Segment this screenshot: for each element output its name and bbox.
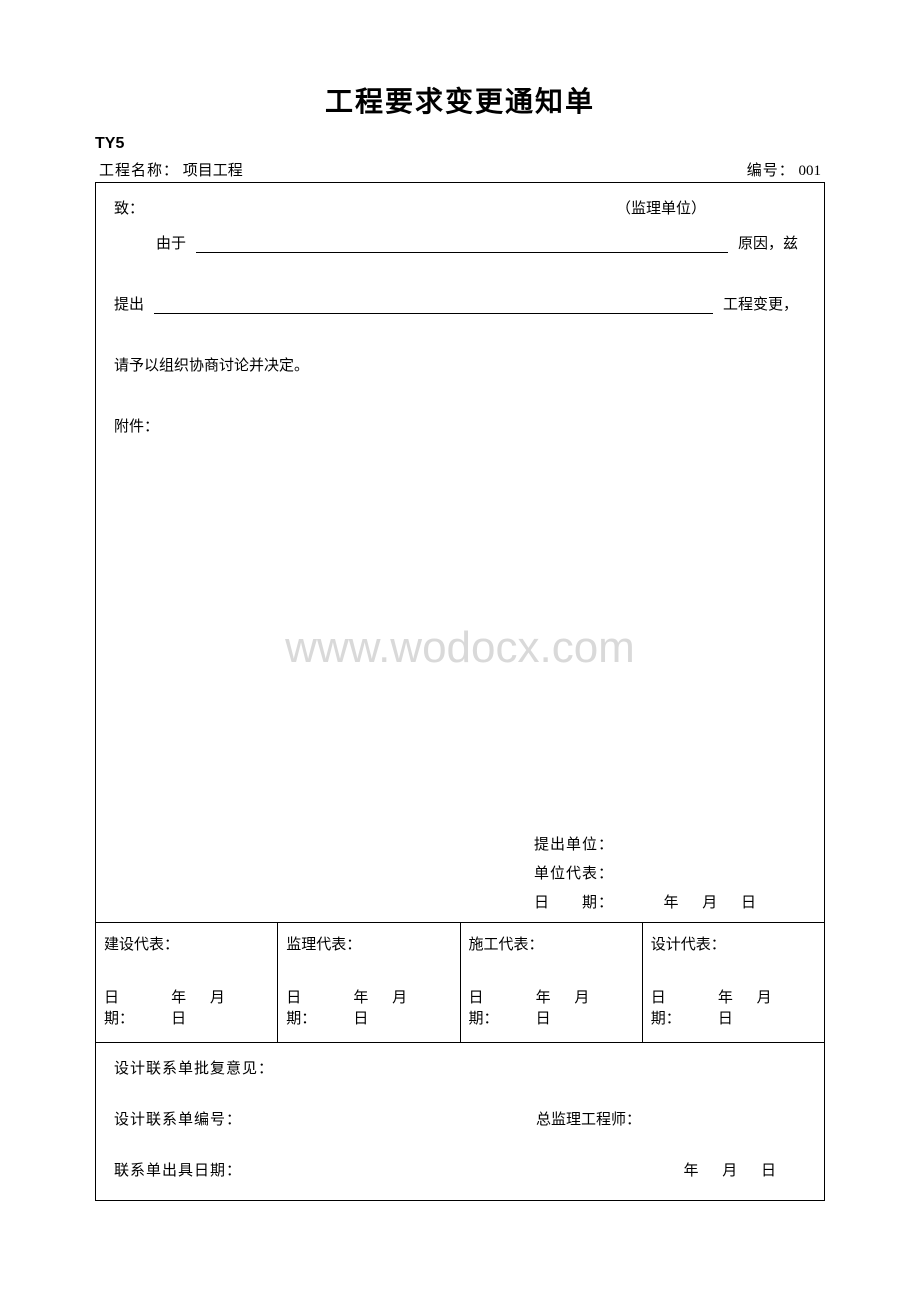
- issue-date-ymd: 年 月 日: [683, 1159, 786, 1180]
- submit-rep-row: 单位代表：: [114, 862, 806, 883]
- design-date-label: 日期：: [651, 986, 694, 1028]
- main-box: 致： （监理单位） 由于 原因，兹 提出 工程变更， 请予以组织协商讨论并决定。…: [95, 182, 825, 1201]
- project-name: 项目工程: [183, 163, 243, 179]
- construction-date: 日期： 年 月 日: [104, 986, 269, 1028]
- project-label: 工程名称：: [99, 163, 179, 179]
- sig-cell-supervision: 监理代表： 日期： 年 月 日: [278, 923, 460, 1042]
- reason-prefix: 由于: [156, 232, 186, 253]
- construction-date-ymd: 年 月 日: [171, 986, 269, 1028]
- contractor-date: 日期： 年 月 日: [469, 986, 634, 1028]
- sig-cell-construction: 建设代表： 日期： 年 月 日: [96, 923, 278, 1042]
- propose-line: 提出 工程变更，: [114, 293, 806, 314]
- supervision-date: 日期： 年 月 日: [286, 986, 451, 1028]
- submit-block: 提出单位： 单位代表： 日 期： 年 月 日: [114, 833, 806, 912]
- sig-cell-design: 设计代表： 日期： 年 月 日: [643, 923, 824, 1042]
- to-label: 致：: [114, 197, 144, 218]
- number-field: 编号： 001: [747, 159, 821, 180]
- submit-date-row: 日 期： 年 月 日: [114, 891, 806, 912]
- issue-date-row: 联系单出具日期： 年 月 日: [114, 1159, 806, 1180]
- attachment-label: 附件：: [114, 415, 806, 436]
- reason-input[interactable]: [196, 237, 728, 253]
- construction-rep-label: 建设代表：: [104, 933, 269, 954]
- form-code: TY5: [95, 135, 825, 153]
- propose-suffix: 工程变更，: [723, 293, 798, 314]
- contractor-date-ymd: 年 月 日: [536, 986, 634, 1028]
- supervisor-unit: （监理单位）: [616, 197, 706, 218]
- watermark: www.wodocx.com: [285, 623, 635, 673]
- signature-row: 建设代表： 日期： 年 月 日 监理代表： 日期： 年 月 日 施工代表： 日期…: [96, 923, 824, 1043]
- supervision-date-ymd: 年 月 日: [353, 986, 451, 1028]
- reason-line: 由于 原因，兹: [114, 232, 806, 253]
- project-field: 工程名称： 项目工程: [99, 159, 243, 180]
- to-line: 致： （监理单位）: [114, 197, 806, 218]
- opinion-label: 设计联系单批复意见：: [114, 1057, 274, 1078]
- contractor-rep-label: 施工代表：: [469, 933, 634, 954]
- submit-date-ymd: 年 月 日: [663, 891, 766, 912]
- number-value: 001: [799, 163, 822, 179]
- design-date: 日期： 年 月 日: [651, 986, 816, 1028]
- propose-input[interactable]: [154, 298, 713, 314]
- design-rep-label: 设计代表：: [651, 933, 816, 954]
- contact-number-label: 设计联系单编号：: [114, 1108, 242, 1129]
- bottom-section: 设计联系单批复意见： 设计联系单编号： 总监理工程师： 联系单出具日期： 年 月…: [96, 1043, 824, 1200]
- design-date-ymd: 年 月 日: [718, 986, 816, 1028]
- contractor-date-label: 日期：: [469, 986, 512, 1028]
- sig-cell-contractor: 施工代表： 日期： 年 月 日: [461, 923, 643, 1042]
- document-title: 工程要求变更通知单: [95, 80, 825, 120]
- chief-engineer-label: 总监理工程师：: [536, 1108, 641, 1129]
- propose-prefix: 提出: [114, 293, 144, 314]
- issue-date-label: 联系单出具日期：: [114, 1159, 242, 1180]
- number-engineer-row: 设计联系单编号： 总监理工程师：: [114, 1108, 806, 1129]
- reason-suffix: 原因，兹: [738, 232, 798, 253]
- supervision-date-label: 日期：: [286, 986, 329, 1028]
- submit-unit-row: 提出单位：: [114, 833, 806, 854]
- request-text: 请予以组织协商讨论并决定。: [114, 354, 806, 375]
- header-row: 工程名称： 项目工程 编号： 001: [95, 159, 825, 180]
- construction-date-label: 日期：: [104, 986, 147, 1028]
- number-label: 编号：: [747, 163, 795, 179]
- submit-rep-label: 单位代表：: [534, 862, 614, 883]
- submit-unit-label: 提出单位：: [534, 833, 614, 854]
- supervision-rep-label: 监理代表：: [286, 933, 451, 954]
- opinion-row: 设计联系单批复意见：: [114, 1057, 806, 1078]
- upper-section: 致： （监理单位） 由于 原因，兹 提出 工程变更， 请予以组织协商讨论并决定。…: [96, 183, 824, 923]
- submit-date-label: 日 期：: [534, 891, 614, 912]
